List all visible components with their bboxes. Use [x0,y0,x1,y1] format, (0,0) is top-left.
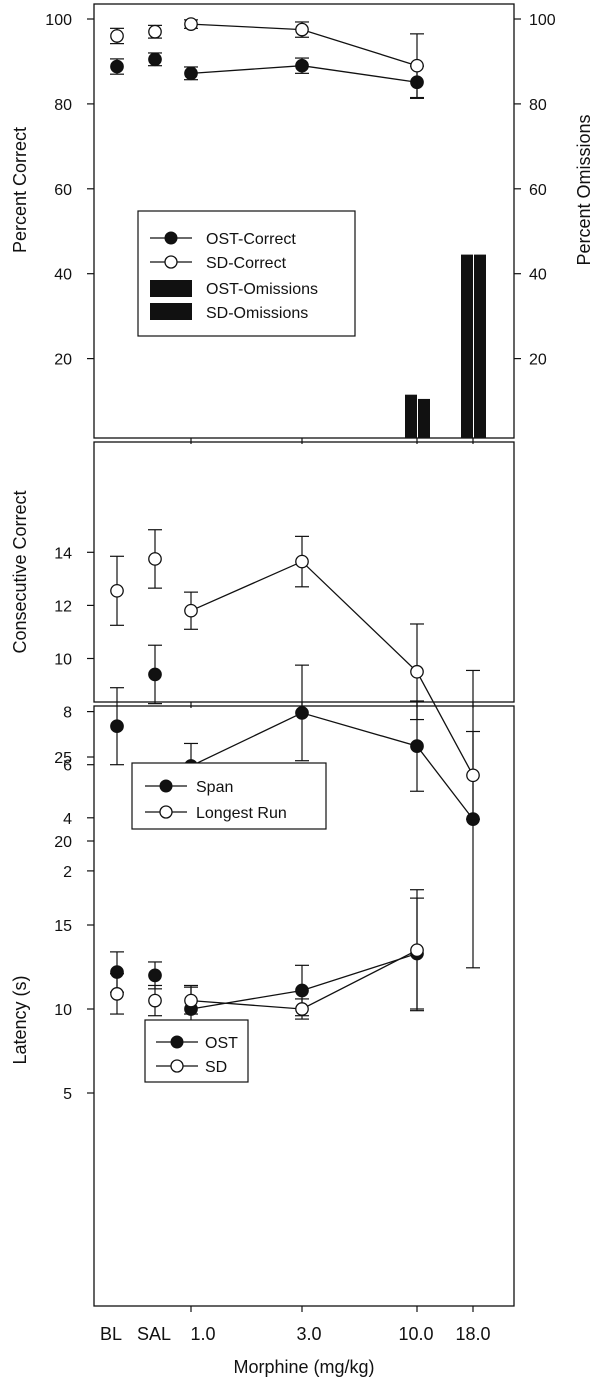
y-tick-label: 4 [63,811,72,828]
y-tick-label: 25 [54,750,72,767]
data-point [295,1002,309,1016]
legend-marker-open [159,805,173,819]
legend-swatch [150,303,192,320]
series-line [190,712,474,820]
y-tick-label: 80 [54,97,72,114]
data-point [148,968,162,983]
x-tick-labels: BL SAL 1.0 3.0 10.0 18.0 [100,1324,491,1344]
legend-label: SD-Correct [206,255,287,272]
data-point [148,24,162,39]
legend-label: Span [196,779,233,796]
legend-label: OST-Omissions [206,281,318,298]
y-right-tick-label: 40 [529,267,547,284]
y-tick-label: 8 [63,705,72,722]
data-point [148,552,162,566]
legend-top: OST-Correct SD-Correct OST-Omissions SD-… [137,210,356,337]
legend-label: OST-Correct [206,231,296,248]
y-right-tick-label: 80 [529,97,547,114]
legend-label: OST [205,1035,238,1052]
bottom-ylabel: Latency (s) [10,975,30,1064]
data-point [148,667,162,682]
y-tick-label: 100 [45,12,72,29]
panel-bottom-frame [93,705,515,1307]
data-point [148,52,162,67]
y-right-tick-label: 60 [529,182,547,199]
y-right-tick-label: 100 [529,12,556,29]
data-point [110,59,124,74]
data-point [148,993,162,1008]
x-tick-label: 3.0 [296,1324,321,1344]
y-tick-label: 6 [63,758,72,775]
data-point [110,29,124,43]
y-tick-label: 20 [54,834,72,851]
data-point [295,983,309,998]
y-tick-label: 15 [54,918,72,935]
data-point [466,768,480,783]
omission-bar [418,398,430,438]
legend-label: SD-Omissions [206,305,308,322]
series-line [190,949,418,1010]
data-point [295,22,309,37]
data-point [410,943,424,958]
y-tick-label: 5 [63,1086,72,1103]
y-tick-label: 40 [54,267,72,284]
series-line [190,952,418,1010]
x-tick-label: 1.0 [190,1324,215,1344]
data-point [410,739,424,753]
x-tick-label: BL [100,1324,122,1344]
y-tick-label: 14 [54,545,72,562]
x-tick-label: SAL [137,1324,171,1344]
data-point [295,58,309,73]
omission-bar [405,394,417,438]
legend-swatch [150,280,192,297]
y-tick-label: 12 [54,598,72,615]
middle-ylabel: Consecutive Correct [10,490,30,653]
legend-marker-filled [164,231,178,245]
legend-marker-open [170,1059,184,1073]
legend-box [144,1019,249,1083]
legend-marker-open [164,255,178,269]
data-point [184,66,198,81]
x-axis-title: Morphine (mg/kg) [233,1357,374,1377]
series-line [190,560,474,776]
legend-label: Longest Run [196,805,287,822]
chart-marks: 20 40 60 80 100 20 40 60 80 100 2 4 6 8 10 12 14 5 10 15 20 2… [45,12,556,1312]
x-tick-label: 10.0 [398,1324,433,1344]
y-tick-label: 10 [54,1002,72,1019]
data-point [295,706,309,720]
legend-middle: Span Longest Run [131,762,327,830]
data-point [410,58,424,73]
data-point [110,583,124,598]
legend-bottom: OST SD [144,1019,249,1083]
top-ylabel: Percent Correct [10,127,30,253]
legend-marker-filled [159,779,173,793]
omission-bar [461,254,473,438]
data-point [184,17,198,31]
panel-middle-frame [93,441,515,703]
omission-bar [474,254,486,438]
y-tick-label: 20 [54,352,72,369]
y-right-tick-label: 20 [529,352,547,369]
legend-label: SD [205,1059,227,1076]
y-tick-label: 60 [54,182,72,199]
data-point [184,993,198,1008]
data-point [184,603,198,618]
panel-top-frame [93,3,515,439]
y-tick-label: 2 [63,864,72,881]
legend-marker-filled [170,1035,184,1049]
data-point [410,664,424,679]
data-point [110,719,124,734]
top-ylabel-right: Percent Omissions [574,114,594,265]
data-point [295,554,309,569]
y-tick-label: 10 [54,652,72,669]
x-tick-label: 18.0 [455,1324,490,1344]
data-point [110,987,124,1001]
